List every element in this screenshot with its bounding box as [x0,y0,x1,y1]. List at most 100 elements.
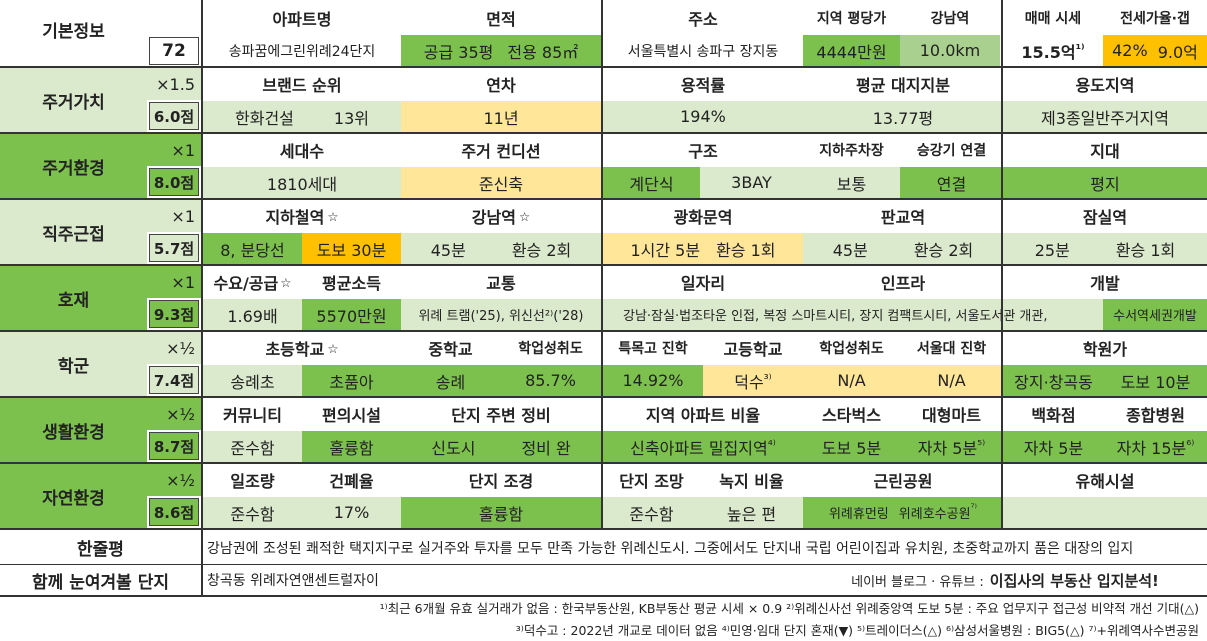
header-special-school: 특목고 진학 [603,332,703,364]
high-name: 덕수 [734,372,764,392]
green-ratio-value: 높은 편 [700,497,803,528]
mart-value: 자차 5분 ⁵⁾ [900,431,1003,462]
header-commute-gwanghwamun: 광화문역 [603,200,803,232]
divider [601,0,603,530]
header-academy: 학원가 [1003,332,1207,364]
section-score-housing-value: 6.0점 [149,102,199,130]
divider [0,462,1207,464]
source-channel-link[interactable]: 이집사의 부동산 입지분석! [989,571,1159,590]
header-commute-pangyo: 판교역 [803,200,1003,232]
section-weight-development: ×1 [147,266,201,298]
department-value: 자차 5분 [1003,431,1104,462]
header-commute-jamsil: 잠실역 [1003,200,1207,232]
header-redevelopment: 개발 [1003,266,1207,298]
divider [0,264,1207,266]
header-commute-gangnam: 강남역 ☆ [401,200,601,232]
income-value: 5570만원 [302,299,401,330]
area-exclusive: 전용 85㎡ [507,42,579,62]
header-department: 백화점 [1003,398,1104,430]
jeonse-rate: 42% [1112,41,1148,60]
households-value: 1810세대 [203,167,401,198]
high-name-note: ³⁾ [763,371,772,386]
section-weight-housing-env: ×1 [147,134,201,166]
apartment-name: 송파꿈에그린위례24단지 [203,35,401,66]
header-income: 평균소득 [302,266,401,298]
section-weight-living: ×½ [147,398,201,430]
middle-score-value: 85.7% [500,365,601,396]
structure-type-value: 계단식 [603,167,700,198]
gwanghwamun-commute-transfer: 환승 1회 [716,240,776,260]
section-weight-school: ×½ [147,332,201,364]
divider [0,198,1207,200]
jamsil-commute-transfer: 환승 1회 [1115,240,1176,260]
header-zoning: 용도지역 [1003,68,1207,100]
bay-value: 3BAY [700,167,803,198]
header-green-ratio: 녹지 비율 [700,464,803,496]
transport-value: 위례 트램('25), 위신선²⁾('28) [401,299,601,330]
header-starbucks: 스타벅스 [803,398,900,430]
header-commute-gangnam-label: 강남역 [471,208,516,227]
special-school-rate-value: 14.92% [603,365,703,396]
header-households: 세대수 [203,134,401,166]
section-weight-commute: ×1 [147,200,201,232]
coverage-value: 17% [302,497,401,528]
park-2: 위례호수공원⁷⁾ [899,503,977,522]
hospital-note: ⁶⁾ [1186,437,1195,452]
landscape-value: 훌륭함 [401,497,601,528]
oneline-label: 한줄평 [0,531,201,564]
hazard-value [1003,497,1207,528]
jobs-value: 강남·잠실·법조타운 인접, 복정 스마트시티, 장지 컴팩트시티, 서울도서관… [603,299,1103,330]
jamsil-commute-time: 25분 [1034,240,1070,260]
header-area: 면적 [401,1,601,34]
header-subway-label: 지하철역 [265,208,325,227]
sunlight-value: 준수함 [203,497,302,528]
star-icon: ☆ [327,340,339,356]
header-structure: 구조 [603,134,803,166]
header-mart: 대형마트 [900,398,1003,430]
compare-source[interactable]: 네이버 블로그 · 유튜브 : 이집사의 부동산 입지분석! [803,565,1207,595]
surroundings-status: 정비 완 [521,438,571,458]
header-landscape: 단지 조경 [401,464,601,496]
header-jobs: 일자리 [603,266,803,298]
header-subway: 지하철역 ☆ [203,200,401,232]
academy-area-value: 장지·창곡동 [1003,365,1104,396]
header-apt-ratio: 지역 아파트 비율 [603,398,803,430]
gwanghwamun-commute-values: 1시간 5분 환승 1회 [603,233,803,264]
divider [0,396,1207,398]
high-name-value: 덕수 ³⁾ [703,365,803,396]
subway-line-value: 8, 분당선 [203,233,302,264]
star-icon: ☆ [327,208,339,224]
header-snu: 서울대 진학 [900,332,1003,364]
header-park: 근린공원 [803,464,1003,496]
park-values: 위례휴먼링 위례호수공원⁷⁾ [803,497,1003,528]
section-score-living: 8.7점 [149,432,199,460]
header-elementary: 초등학교 ☆ [203,332,401,364]
header-gangnam: 강남역 [900,1,1000,34]
hospital-value: 자차 15분 ⁶⁾ [1104,431,1207,462]
header-view: 단지 조망 [603,464,700,496]
header-hospital: 종합병원 [1104,398,1207,430]
divider [0,564,1207,565]
mart-note: ⁵⁾ [977,437,986,452]
starbucks-value: 도보 5분 [803,431,900,462]
header-floor-area-ratio: 용적률 [603,68,803,100]
park-1: 위례휴먼링 [828,507,889,522]
section-score-development: 9.3점 [149,300,199,328]
apt-ratio-value: 신축아파트 밀집지역 ⁴⁾ [603,431,803,462]
zoning-value: 제3종일반주거지역 [1003,101,1207,132]
header-brand-rank: 브랜드 순위 [203,68,401,100]
apt-ratio: 신축아파트 밀집지역 [630,438,768,458]
header-surroundings: 단지 주변 정비 [401,398,601,430]
sale-price-note: ¹⁾ [1075,41,1085,56]
supply-ratio-value: 1.69배 [203,299,302,330]
header-community: 커뮤니티 [203,398,302,430]
snu-value: N/A [900,365,1003,396]
jeonse-gap: 9.0억 [1157,42,1198,62]
header-building-age: 연차 [401,68,601,100]
elementary-name-value: 송례초 [203,365,302,396]
header-middle-score: 학업성취도 [500,332,601,364]
parking-value: 보통 [803,167,900,198]
gwanghwamun-commute-time: 1시간 5분 [630,240,701,260]
brand-name: 한화건설 [235,108,294,128]
section-label-housing-env: 주거환경 [0,134,147,198]
